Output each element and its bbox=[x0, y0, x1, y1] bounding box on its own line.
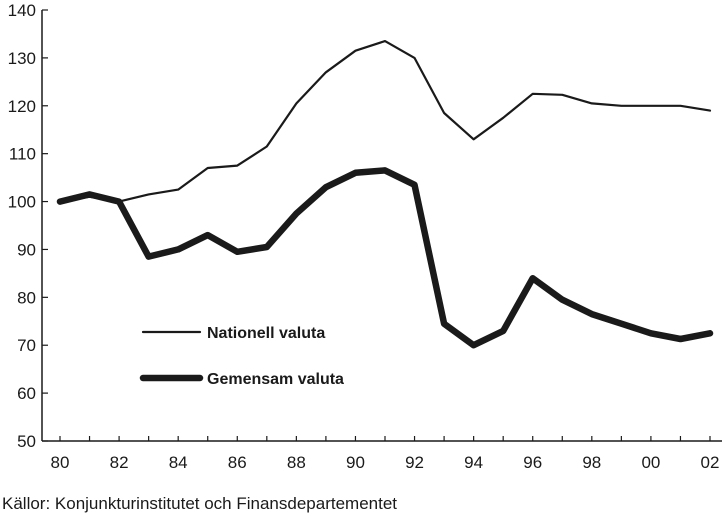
y-tick-label: 110 bbox=[9, 145, 36, 164]
legend-label-gemensam-valuta: Gemensam valuta bbox=[207, 371, 344, 388]
x-tick-label: 92 bbox=[405, 453, 424, 472]
y-tick-label: 120 bbox=[8, 97, 36, 116]
x-tick-label: 96 bbox=[523, 453, 542, 472]
y-tick-label: 90 bbox=[17, 240, 36, 259]
y-axis: 50 60 70 80 90 100 110 120 130 140 bbox=[8, 1, 48, 451]
series-line-nationell-valuta bbox=[58, 39, 712, 203]
x-tick-label: 86 bbox=[228, 453, 247, 472]
x-tick-label: 88 bbox=[287, 453, 306, 472]
x-tick-label: 82 bbox=[110, 453, 129, 472]
y-tick-label: 50 bbox=[17, 432, 36, 451]
series-line-gemensam-valuta bbox=[56, 167, 714, 349]
legend: Nationell valuta Gemensam valuta bbox=[139, 325, 344, 388]
x-tick-label: 80 bbox=[51, 453, 70, 472]
x-tick-label: 94 bbox=[464, 453, 483, 472]
y-tick-label: 130 bbox=[8, 49, 36, 68]
source-note: Källor: Konjunkturinstitutet och Finansd… bbox=[2, 494, 398, 513]
y-tick-label: 100 bbox=[8, 193, 36, 212]
x-tick-label: 90 bbox=[346, 453, 365, 472]
x-tick-label: 84 bbox=[169, 453, 188, 472]
y-tick-label: 70 bbox=[17, 336, 36, 355]
x-tick-label: 00 bbox=[641, 453, 660, 472]
legend-label-nationell-valuta: Nationell valuta bbox=[207, 325, 325, 342]
y-tick-label: 60 bbox=[17, 384, 36, 403]
x-tick-label: 02 bbox=[701, 453, 720, 472]
x-tick-label: 98 bbox=[582, 453, 601, 472]
y-tick-label: 80 bbox=[17, 288, 36, 307]
x-axis: 80 82 84 86 88 90 92 94 96 98 00 02 bbox=[42, 436, 722, 472]
series-layer bbox=[56, 39, 714, 349]
y-tick-label: 140 bbox=[8, 1, 36, 20]
